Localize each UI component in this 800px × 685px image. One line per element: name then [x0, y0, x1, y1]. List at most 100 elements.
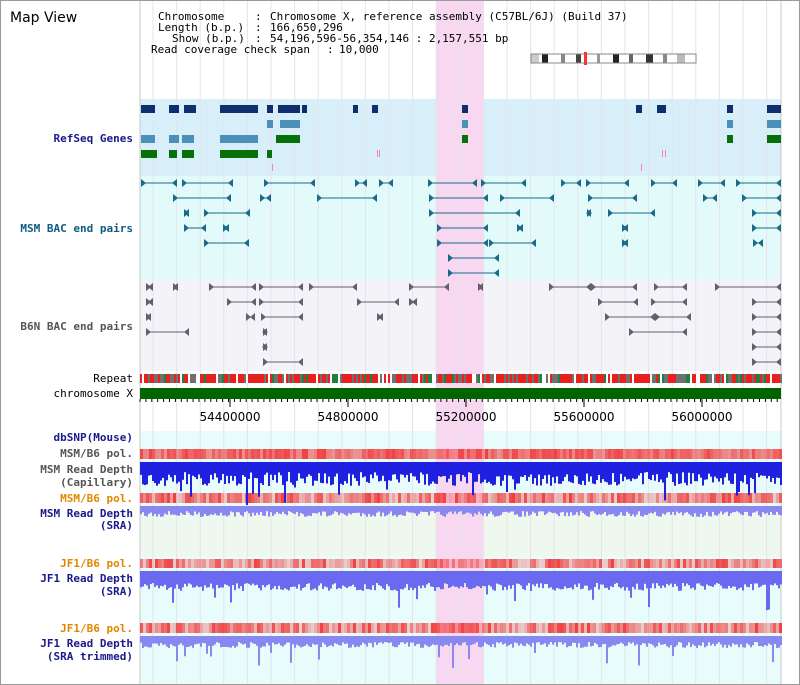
- jf1-b6-pol-stripe: [338, 559, 341, 568]
- jf1-b6-pol-stripe: [404, 559, 407, 568]
- jf1-sra-depth-bar: [272, 571, 274, 589]
- msm-sra-depth-bar: [656, 506, 658, 516]
- jf1-b6-pol-stripe-2: [302, 623, 305, 633]
- msm-b6-pol-stripe: [194, 449, 197, 459]
- repeat-segment: [604, 374, 606, 383]
- axis-tick-label: 54800000: [317, 410, 379, 424]
- msm-sra-depth-bar: [638, 506, 640, 512]
- jf1-sra-depth-bar: [462, 571, 464, 588]
- jf1-sra-depth-bar: [560, 571, 562, 590]
- msm-capillary-depth-bar: [670, 462, 672, 474]
- jf1-b6-pol-stripe-2: [605, 623, 608, 633]
- jf1-b6-pol-stripe-2: [416, 623, 419, 633]
- jf1-trim-depth-bar: [350, 636, 352, 648]
- msm-b6-pol-stripe: [497, 449, 500, 459]
- track-label-jf1-b6-pol-1[interactable]: JF1/B6 pol.: [60, 557, 133, 570]
- msm-b6-pol-stripe-2: [743, 493, 746, 503]
- jf1-sra-depth-bar: [164, 571, 166, 585]
- msm-b6-pol-stripe-2: [146, 493, 149, 503]
- jf1-trim-depth-bar: [472, 636, 474, 645]
- msm-b6-pol-stripe: [302, 449, 305, 459]
- jf1-sra-depth-bar: [660, 571, 662, 589]
- jf1-b6-pol-stripe: [710, 559, 713, 568]
- jf1-b6-pol-stripe-2: [623, 623, 626, 633]
- jf1-b6-pol-stripe-2: [719, 623, 722, 633]
- repeat-segment: [332, 374, 334, 383]
- msm-sra-depth-bar: [712, 506, 714, 512]
- msm-b6-pol-stripe: [422, 449, 425, 459]
- jf1-b6-pol-stripe: [431, 559, 434, 568]
- jf1-sra-depth-bar: [398, 571, 400, 608]
- msm-capillary-depth-bar: [590, 462, 592, 477]
- msm-capillary-depth-bar: [196, 462, 198, 480]
- jf1-b6-pol-stripe: [158, 559, 161, 568]
- jf1-b6-pol-stripe: [170, 559, 173, 568]
- msm-bac-pair-end: [776, 179, 781, 187]
- msm-b6-pol-stripe: [236, 449, 239, 459]
- repeat-segment: [412, 374, 414, 383]
- jf1-sra-depth-bar: [342, 571, 344, 586]
- track-label-dbsnp[interactable]: dbSNP(Mouse): [53, 431, 133, 444]
- jf1-b6-pol-stripe: [359, 559, 362, 568]
- repeat-segment: [778, 374, 780, 383]
- jf1-sra-depth-bar: [334, 571, 336, 584]
- msm-sra-depth-bar: [458, 506, 460, 512]
- msm-sra-depth-bar: [540, 506, 542, 512]
- msm-b6-pol-stripe: [578, 449, 581, 459]
- jf1-b6-pol-stripe: [689, 559, 692, 568]
- repeat-segment: [316, 374, 318, 383]
- track-label-msm-bac[interactable]: MSM BAC end pairs: [20, 222, 133, 235]
- msm-b6-pol-stripe: [575, 449, 578, 459]
- track-label-jf1-depth[interactable]: JF1 Read Depth: [40, 572, 133, 585]
- msm-sra-depth-bar: [708, 506, 710, 516]
- msm-capillary-depth-bar: [758, 462, 760, 478]
- jf1-trim-depth-bar: [514, 636, 516, 643]
- repeat-segment: [546, 374, 548, 383]
- jf1-sra-depth-bar: [562, 571, 564, 590]
- repeat-segment: [488, 374, 490, 383]
- track-label-msm-b6-pol-2[interactable]: MSM/B6 pol.: [60, 492, 133, 505]
- repeat-segment: [544, 374, 546, 383]
- jf1-trim-depth-bar: [228, 636, 230, 648]
- jf1-b6-pol-stripe: [440, 559, 443, 568]
- jf1-b6-pol-stripe: [674, 559, 677, 568]
- jf1-sra-depth-bar: [160, 571, 162, 586]
- msm-b6-pol-stripe-2: [755, 493, 758, 503]
- track-label-msm-depth-cap[interactable]: MSM Read Depth: [40, 463, 133, 476]
- jf1-sra-depth-bar: [402, 571, 404, 590]
- track-label-refseq-genes[interactable]: RefSeq Genes: [53, 132, 133, 145]
- jf1-trim-depth-bar: [322, 636, 324, 643]
- track-label-b6n-bac[interactable]: B6N BAC end pairs: [20, 320, 133, 333]
- jf1-sra-depth-bar: [282, 571, 284, 590]
- track-label-msm-depth-sra[interactable]: MSM Read Depth: [40, 507, 133, 520]
- jf1-sra-depth-bar: [658, 571, 660, 586]
- jf1-sra-depth-bar: [280, 571, 282, 590]
- gene-marker: [665, 150, 666, 157]
- msm-capillary-depth-bar: [432, 462, 434, 482]
- jf1-trim-depth-bar: [402, 636, 404, 643]
- jf1-b6-pol-stripe: [443, 559, 446, 568]
- track-label-jf1-b6-pol-2[interactable]: JF1/B6 pol.: [60, 622, 133, 635]
- msm-b6-pol-stripe: [275, 449, 278, 459]
- msm-sra-depth-bar: [446, 506, 448, 514]
- track-label-jf1-depth-trim[interactable]: JF1 Read Depth: [40, 637, 133, 650]
- jf1-trim-depth-bar: [598, 636, 600, 648]
- msm-capillary-depth-bar: [488, 462, 490, 482]
- jf1-trim-depth-bar: [650, 636, 652, 644]
- jf1-b6-pol-stripe: [317, 559, 320, 568]
- msm-bac-pair-end: [515, 209, 520, 217]
- msm-sra-depth-bar: [450, 506, 452, 512]
- jf1-b6-pol-stripe: [422, 559, 425, 568]
- jf1-b6-pol-stripe-2: [308, 623, 311, 633]
- repeat-segment: [250, 374, 252, 383]
- msm-sra-depth-bar: [664, 506, 666, 515]
- track-label-msm-b6-pol-1[interactable]: MSM/B6 pol.: [60, 447, 133, 460]
- msm-capillary-depth-bar: [242, 462, 244, 476]
- msm-b6-pol-stripe: [563, 449, 566, 459]
- jf1-trim-depth-bar: [594, 636, 596, 643]
- msm-b6-pol-stripe-2: [578, 493, 581, 503]
- msm-b6-pol-stripe: [365, 449, 368, 459]
- jf1-sra-depth-bar: [200, 571, 202, 587]
- jf1-b6-pol-stripe-2: [164, 623, 167, 633]
